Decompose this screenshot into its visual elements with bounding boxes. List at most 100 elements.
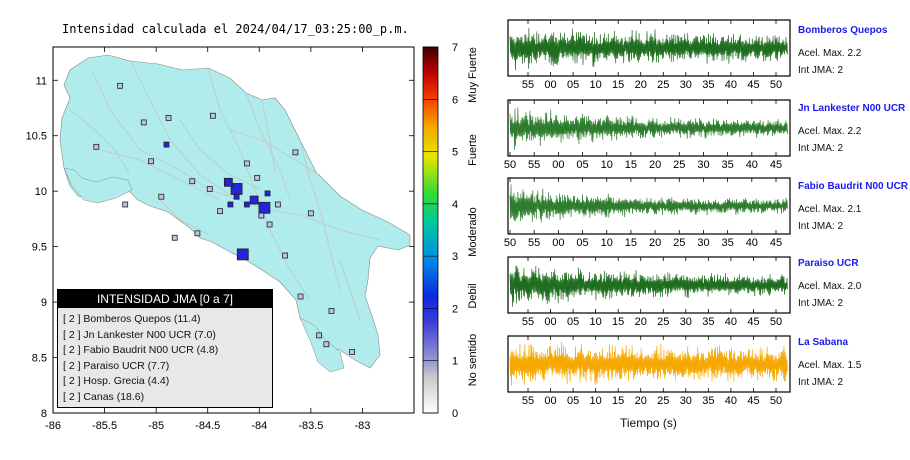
station-marker xyxy=(274,201,281,208)
station-acel: Acel. Max. 1.5 xyxy=(798,360,862,371)
colorbar-tick-label: 5 xyxy=(452,147,458,159)
waveform-x-tick-label: 40 xyxy=(725,395,737,407)
colorbar-category-label: No sentido xyxy=(467,334,479,387)
legend-title: INTENSIDAD JMA [0 a 7] xyxy=(58,290,272,308)
station-marker xyxy=(297,293,304,300)
station-name-la-sabana: La Sabana xyxy=(798,337,849,348)
waveform-x-tick-label: 35 xyxy=(702,316,714,328)
station-marker xyxy=(249,195,259,205)
map-x-tick-label: -83 xyxy=(354,420,370,432)
waveform-x-tick-label: 50 xyxy=(504,237,516,249)
waveform-x-tick-label: 15 xyxy=(625,159,637,171)
waveform-x-tick-label: 05 xyxy=(567,316,579,328)
waveform-x-tick-label: 55 xyxy=(522,79,534,91)
station-name-jn-lankester: Jn Lankester N00 UCR xyxy=(798,103,906,114)
colorbar-labels: No sentido Debil Moderado Fuerte Muy Fuerte xyxy=(467,47,479,386)
waveform-x-tick-label: 25 xyxy=(673,159,685,171)
station-marker xyxy=(93,143,100,150)
station-marker xyxy=(236,248,249,261)
station-acel: Acel. Max. 2.2 xyxy=(798,48,862,59)
waveform-x-tick-label: 10 xyxy=(601,159,613,171)
legend-item: [ 2 ] Bomberos Quepos (11.4) xyxy=(63,313,201,325)
waveform-x-tick-label: 05 xyxy=(567,395,579,407)
station-int: Int JMA: 2 xyxy=(798,221,844,232)
waveform-panel: 55 00 05 10 15 20 25 30 35 40 45 50 xyxy=(507,19,791,91)
waveform-x-tick-label: 10 xyxy=(601,237,613,249)
waveform-x-tick-label: 15 xyxy=(612,395,624,407)
waveform-x-tick-label: 55 xyxy=(528,159,540,171)
waveform-x-tick-label: 50 xyxy=(770,79,782,91)
waveform-x-tick-label: 50 xyxy=(504,159,516,171)
waveform-x-tick-label: 25 xyxy=(673,237,685,249)
colorbar-tick-label: 4 xyxy=(452,199,458,211)
station-marker xyxy=(117,82,123,89)
intensity-map: -86 -85.5 -85 -84.5 -84 -83.5 -83 88.599.51010… xyxy=(26,42,479,432)
nicoya-peninsula xyxy=(63,167,133,204)
waveform-x-tick-label: 40 xyxy=(746,237,758,249)
station-marker xyxy=(165,115,172,121)
station-name-paraiso: Paraiso UCR xyxy=(798,258,859,269)
waveform-x-tick-label: 40 xyxy=(725,316,737,328)
waveform-x-tick-label: 35 xyxy=(702,79,714,91)
waveform-x-tick-label: 15 xyxy=(612,316,624,328)
map-title: Intensidad calculada el 2024/04/17_03:25… xyxy=(62,22,409,36)
waveform-x-tick-label: 05 xyxy=(576,159,588,171)
waveform-x-tick-label: 10 xyxy=(590,316,602,328)
colorbar-category-label: Moderado xyxy=(467,207,479,257)
waveform-x-tick-label: 00 xyxy=(552,159,564,171)
station-info-bomberos-quepos: Acel. Max. 2.2 Int JMA: 2 xyxy=(798,45,861,79)
map-x-tick-label: -84 xyxy=(251,420,267,432)
waveform-x-tick-label: 25 xyxy=(657,395,669,407)
waveform-x-tick-label: 55 xyxy=(522,316,534,328)
station-marker xyxy=(230,183,243,195)
waveform-panel: 55 00 05 10 15 20 25 30 35 40 45 50 xyxy=(507,335,791,407)
station-acel: Acel. Max. 2.2 xyxy=(798,126,862,137)
map-y-tick-label: 8.5 xyxy=(32,353,47,365)
waveform-x-tick-label: 00 xyxy=(544,395,556,407)
station-info-jn-lankester: Acel. Max. 2.2 Int JMA: 2 xyxy=(798,123,861,157)
legend-item: [ 2 ] Jn Lankester N00 UCR (7.0) xyxy=(63,328,216,341)
waveform-x-tick-label: 35 xyxy=(722,159,734,171)
map-y-tick-label: 10.5 xyxy=(26,131,47,143)
station-name-bomberos-quepos: Bomberos Quepos xyxy=(798,25,888,36)
map-y-tick-label: 8 xyxy=(41,408,47,420)
station-marker xyxy=(266,221,273,228)
station-marker xyxy=(258,201,271,214)
waveform-trace xyxy=(509,184,788,223)
station-marker xyxy=(194,230,201,237)
waveform-x-tick-label: 25 xyxy=(657,79,669,91)
station-marker xyxy=(158,193,165,200)
colorbar-category-label: Muy Fuerte xyxy=(467,47,479,103)
waveform-x-tick-label: 00 xyxy=(544,316,556,328)
legend-item: [ 2 ] Canas (18.6) xyxy=(63,390,145,403)
colorbar-category-label: Debil xyxy=(467,283,479,308)
waveform-panel: 50 55 00 05 10 15 20 25 30 35 40 45 xyxy=(504,177,791,249)
waveform-x-tick-label: 30 xyxy=(697,159,709,171)
legend-item: [ 2 ] Hosp. Grecia (4.4) xyxy=(63,375,170,387)
colorbar-tick-label: 3 xyxy=(452,251,458,263)
colorbar-tick-label: 2 xyxy=(452,303,458,315)
waveform-panels: 55 00 05 10 15 20 25 30 35 40 45 50 50 55 00 05 10 15 20 25… xyxy=(504,19,791,407)
station-marker xyxy=(316,332,323,339)
waveform-x-tick-label: 40 xyxy=(725,79,737,91)
station-marker xyxy=(282,252,288,259)
colorbar-category-label: Fuerte xyxy=(467,134,479,166)
waveform-x-tick-label: 45 xyxy=(747,79,759,91)
station-int: Int JMA: 2 xyxy=(798,298,844,309)
waveform-x-tick-label: 10 xyxy=(590,395,602,407)
waveform-trace xyxy=(509,341,788,386)
waveform-x-tick-label: 45 xyxy=(747,316,759,328)
station-acel: Acel. Max. 2.1 xyxy=(798,204,862,215)
waveform-trace xyxy=(509,265,788,307)
map-x-tick-label: -84.5 xyxy=(195,420,220,432)
waveform-x-tick-label: 05 xyxy=(567,79,579,91)
waveform-x-tick-label: 25 xyxy=(657,316,669,328)
colorbar-tick-label: 0 xyxy=(452,408,458,420)
map-y-tick-label: 9.5 xyxy=(32,242,47,254)
map-x-tick-label: -83.5 xyxy=(298,420,323,432)
waveform-x-tick-label: 45 xyxy=(770,159,782,171)
legend-item: [ 2 ] Paraiso UCR (7.7) xyxy=(63,359,170,372)
station-marker xyxy=(258,212,265,219)
waveform-x-tick-label: 15 xyxy=(625,237,637,249)
waveform-x-tick-label: 30 xyxy=(697,237,709,249)
